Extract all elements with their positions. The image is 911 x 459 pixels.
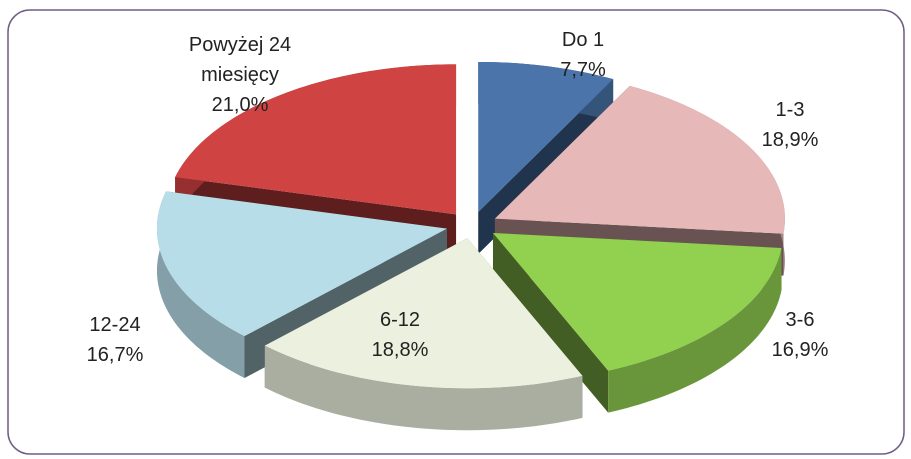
category-label: Powyżej 24 miesięcy: [188, 34, 292, 86]
data-label: 3-6 16,9%: [725, 305, 875, 365]
category-label: 6-12: [379, 309, 421, 331]
data-label: 1-3 18,9%: [715, 95, 865, 155]
category-label: Do 1: [561, 29, 605, 51]
slice-outer-side: [264, 345, 583, 431]
value-label: 21,0%: [211, 94, 269, 116]
category-label: 12-24: [89, 314, 141, 336]
category-label: 3-6: [785, 309, 815, 331]
value-label: 18,9%: [761, 129, 819, 151]
value-label: 18,8%: [371, 339, 429, 361]
slice: [492, 232, 782, 371]
data-label: Powyżej 24 miesięcy 21,0%: [175, 30, 305, 120]
slice: [264, 238, 583, 389]
value-label: 7,7%: [560, 59, 606, 81]
slice-outer-side: [608, 247, 782, 413]
value-label: 16,9%: [771, 339, 829, 361]
slice-outer-side: [156, 191, 245, 379]
data-label: 6-12 18,8%: [325, 305, 475, 365]
data-label: Do 1 7,7%: [508, 25, 658, 85]
category-label: 1-3: [775, 99, 805, 121]
data-label: 12-24 16,7%: [40, 310, 190, 370]
value-label: 16,7%: [86, 344, 144, 366]
slice-inner-side: [492, 232, 609, 413]
slice: [494, 85, 785, 234]
slice: [478, 61, 614, 212]
slice: [175, 64, 457, 215]
slice: [156, 191, 447, 337]
